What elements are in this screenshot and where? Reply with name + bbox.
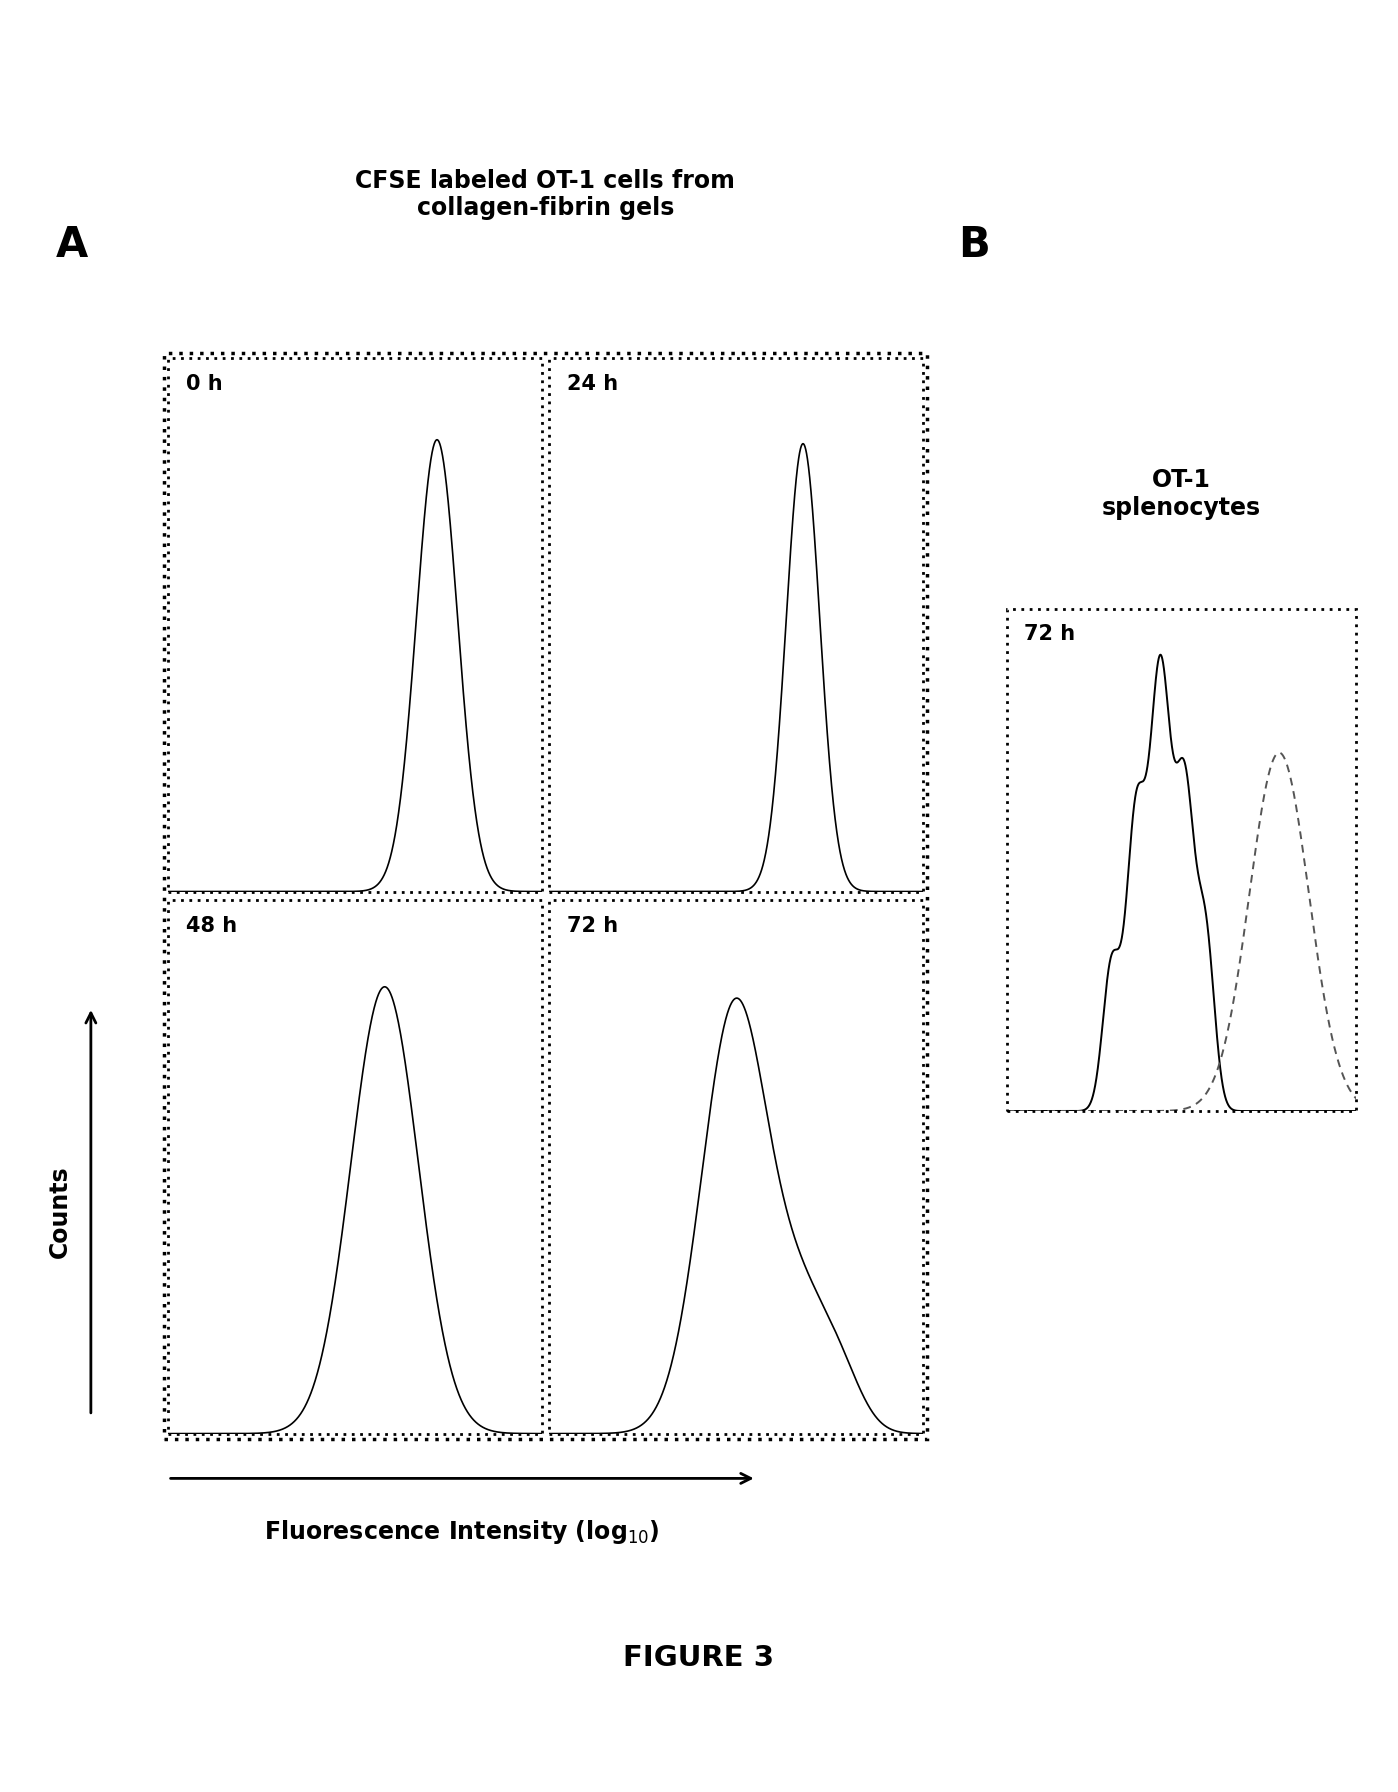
Text: FIGURE 3: FIGURE 3 (624, 1643, 774, 1672)
Text: B: B (958, 224, 990, 265)
Text: A: A (56, 224, 88, 265)
Text: Counts: Counts (48, 1165, 73, 1258)
Text: OT-1
splenocytes: OT-1 splenocytes (1102, 468, 1261, 520)
Text: 72 h: 72 h (1023, 624, 1075, 645)
Text: 0 h: 0 h (186, 375, 224, 394)
Text: 48 h: 48 h (186, 916, 238, 937)
Text: 24 h: 24 h (568, 375, 618, 394)
Text: Fluorescence Intensity (log$_{10}$): Fluorescence Intensity (log$_{10}$) (264, 1518, 660, 1546)
Text: 72 h: 72 h (568, 916, 618, 937)
Text: CFSE labeled OT-1 cells from
collagen-fibrin gels: CFSE labeled OT-1 cells from collagen-fi… (355, 168, 735, 220)
